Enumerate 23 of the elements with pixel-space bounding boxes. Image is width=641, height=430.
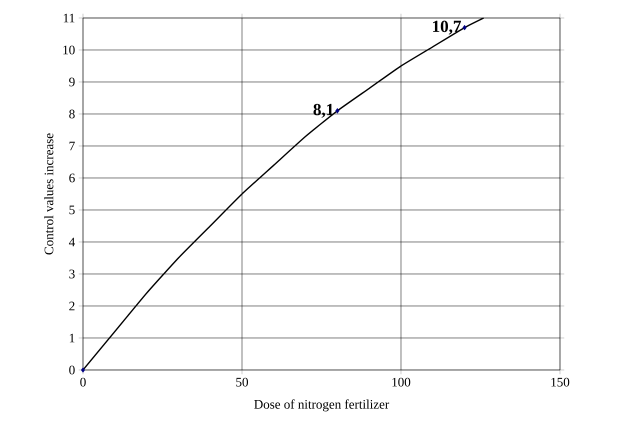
y-tick-label: 3 bbox=[69, 270, 75, 278]
y-tick-label: 9 bbox=[69, 78, 75, 86]
x-tick-label: 100 bbox=[392, 378, 410, 387]
annotation: 8,1 bbox=[314, 104, 334, 118]
point bbox=[80, 367, 86, 373]
x-tick-label: 150 bbox=[551, 378, 570, 387]
y-tick-label: 6 bbox=[69, 174, 75, 182]
y-axis-title: Control values increase bbox=[44, 133, 54, 254]
x-tick-label: 0 bbox=[80, 378, 86, 387]
annotation: 10,7 bbox=[433, 20, 461, 35]
x-tick-label: 50 bbox=[236, 378, 248, 387]
y-tick-label: 7 bbox=[70, 142, 75, 150]
y-tick-label: 11 bbox=[64, 14, 74, 22]
y-tick-label: 1 bbox=[70, 334, 74, 342]
y-tick-label: 0 bbox=[69, 366, 75, 374]
y-tick-label: 4 bbox=[68, 238, 76, 246]
y-tick-label: 2 bbox=[69, 302, 74, 310]
y-tick-label: 5 bbox=[69, 206, 75, 214]
x-axis-title: Dose of nitrogen fertilizer bbox=[254, 399, 390, 412]
point bbox=[462, 24, 467, 30]
y-tick-label: 8 bbox=[69, 110, 75, 118]
point bbox=[335, 108, 340, 114]
y-tick-label: 10 bbox=[63, 46, 75, 54]
